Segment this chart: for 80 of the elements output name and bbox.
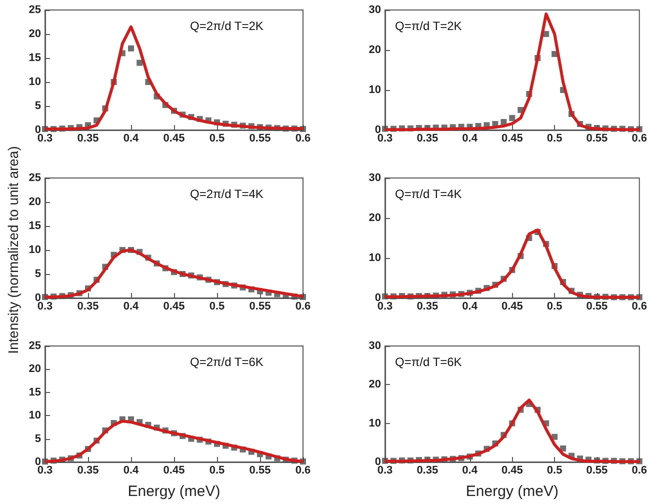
x-tick-label: 0.3	[377, 300, 393, 312]
x-tick-label: 0.45	[163, 132, 185, 144]
x-tick-label: 0.55	[249, 464, 271, 476]
x-tick-label: 0.55	[586, 300, 608, 312]
x-axis-title: Energy (meV)	[466, 483, 558, 500]
annotation: Q=2π/d T=6K	[190, 355, 264, 369]
x-tick-label: 0.3	[37, 300, 53, 312]
y-tick-label: 20	[368, 44, 381, 56]
x-tick-label: 0.35	[77, 132, 99, 144]
y-tick-label: 5	[34, 432, 41, 445]
x-tick-label: 0.5	[546, 300, 562, 312]
x-tick-label: 0.4	[462, 300, 478, 312]
x-tick-label: 0.6	[632, 464, 648, 476]
x-tick-label: 0.4	[123, 300, 140, 312]
line-series	[384, 12, 641, 132]
x-tick-label: 0.3	[37, 464, 53, 476]
x-tick-label: 0.4	[462, 132, 478, 144]
annotation: Q=2π/d T=4K	[190, 187, 264, 201]
x-tick-label: 0.3	[377, 464, 393, 476]
x-tick-label: 0.6	[295, 132, 311, 144]
x-tick-label: 0.3	[37, 132, 53, 144]
x-tick-label: 0.55	[249, 132, 271, 144]
x-tick-label: 0.55	[586, 132, 608, 144]
y-tick-label: 10	[28, 410, 41, 422]
x-tick-label: 0.35	[416, 132, 438, 144]
x-tick-label: 0.55	[249, 300, 271, 312]
y-tick-label: 5	[34, 100, 41, 112]
y-tick-label: 25	[28, 340, 41, 352]
x-tick-label: 0.5	[546, 132, 562, 144]
annotation: Q=π/d T=2K	[395, 19, 462, 33]
y-tick-label: 10	[28, 76, 41, 88]
x-tick-label: 0.5	[546, 464, 562, 476]
y-tick-label: 10	[368, 252, 381, 264]
x-axis-title: Energy (meV)	[128, 483, 220, 500]
annotation: Q=2π/d T=2K	[190, 19, 264, 33]
y-tick-label: 15	[28, 386, 41, 398]
x-tick-label: 0.5	[209, 300, 225, 312]
x-tick-label: 0.6	[632, 132, 648, 144]
y-tick-label: 25	[28, 4, 41, 16]
y-tick-label: 20	[28, 363, 41, 376]
x-tick-label: 0.45	[163, 464, 185, 476]
x-tick-label: 0.45	[501, 464, 523, 476]
y-tick-label: 5	[34, 268, 41, 280]
annotation: Q=π/d T=6K	[395, 355, 462, 369]
point	[128, 45, 134, 52]
x-tick-label: 0.35	[77, 300, 99, 312]
y-tick-label: 30	[368, 340, 381, 352]
y-tick-label: 10	[28, 244, 41, 256]
y-tick-label: 15	[28, 52, 41, 64]
y-tick-label: 15	[28, 220, 41, 232]
y-tick-label: 20	[28, 196, 41, 208]
point	[500, 119, 507, 125]
x-tick-label: 0.5	[209, 132, 225, 144]
y-tick-label: 20	[368, 378, 381, 391]
x-tick-label: 0.4	[123, 464, 140, 476]
point	[509, 115, 516, 121]
annotation: Q=π/d T=4K	[395, 187, 462, 201]
x-tick-label: 0.45	[501, 300, 523, 312]
y-tick-label: 10	[368, 84, 381, 96]
x-tick-label: 0.35	[416, 300, 438, 312]
x-tick-label: 0.5	[209, 464, 225, 476]
x-tick-label: 0.6	[295, 300, 311, 312]
y-tick-label: 30	[368, 172, 381, 184]
y-tick-label: 20	[28, 28, 41, 40]
y-tick-label: 30	[368, 4, 381, 16]
x-tick-label: 0.45	[501, 132, 523, 144]
x-tick-label: 0.6	[632, 300, 648, 312]
x-tick-label: 0.4	[123, 132, 140, 144]
x-tick-label: 0.35	[77, 464, 99, 476]
x-tick-label: 0.4	[462, 464, 478, 476]
y-axis-title: Intensity (normalized to unit area)	[5, 145, 21, 356]
y-tick-label: 10	[368, 417, 381, 430]
point	[136, 60, 143, 66]
x-tick-label: 0.6	[295, 464, 311, 476]
x-tick-label: 0.35	[416, 464, 438, 476]
x-tick-label: 0.55	[586, 464, 608, 476]
y-tick-label: 25	[28, 172, 41, 184]
x-tick-label: 0.3	[377, 132, 393, 144]
x-tick-label: 0.45	[163, 300, 185, 312]
y-tick-label: 20	[368, 212, 381, 224]
